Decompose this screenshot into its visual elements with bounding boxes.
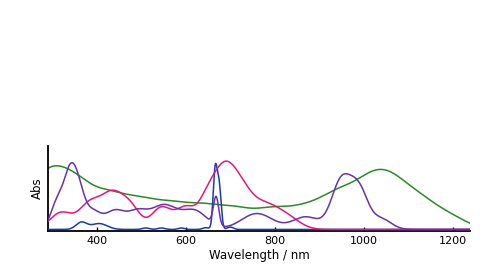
X-axis label: Wavelength / nm: Wavelength / nm xyxy=(209,249,310,262)
Y-axis label: Abs: Abs xyxy=(31,178,44,199)
